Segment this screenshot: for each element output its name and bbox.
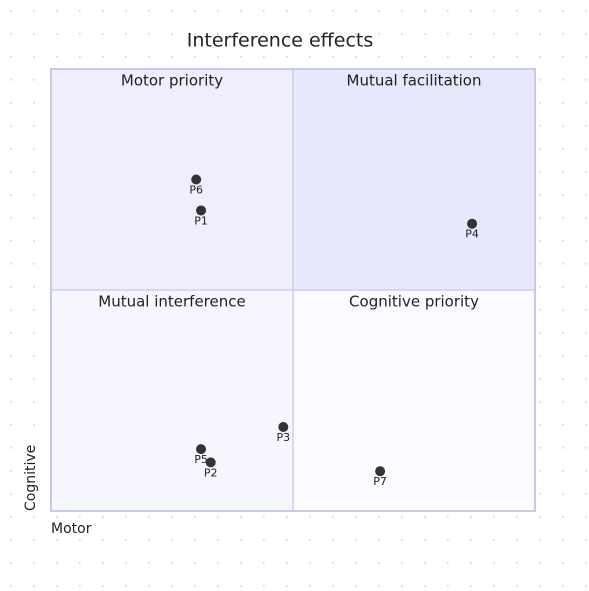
quadrant-bg	[293, 69, 535, 290]
point	[375, 466, 386, 477]
point-label: P5	[194, 453, 208, 466]
quadrant-label: Mutual interference	[98, 293, 245, 311]
point	[196, 444, 207, 455]
point	[467, 218, 478, 229]
quadrant-bg	[51, 69, 293, 290]
point-label: P7	[373, 475, 387, 488]
quadrant-label: Mutual facilitation	[347, 72, 482, 90]
point-label: P2	[204, 466, 218, 479]
quadrant-label: Cognitive priority	[349, 293, 479, 311]
chart-title: Interference effects	[187, 30, 374, 52]
point	[278, 422, 289, 433]
point	[191, 174, 202, 185]
point-label: P1	[194, 214, 208, 227]
point-label: P6	[189, 184, 203, 197]
point-label: P3	[276, 431, 290, 444]
quadrant-bg	[293, 290, 535, 511]
y-axis-label: Cognitive	[23, 445, 39, 511]
plot-border	[50, 68, 536, 512]
x-axis-label: Motor	[51, 521, 92, 537]
point-label: P4	[465, 228, 479, 241]
quadrant-bg	[51, 290, 293, 511]
quadrant-label: Motor priority	[121, 72, 223, 90]
point	[205, 457, 216, 468]
point	[196, 205, 207, 216]
